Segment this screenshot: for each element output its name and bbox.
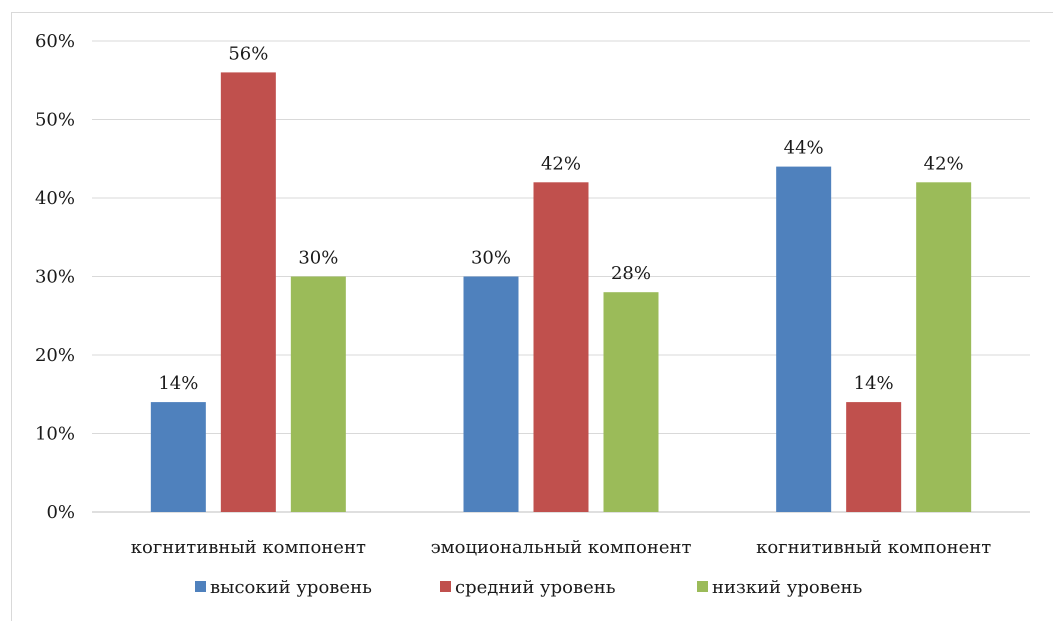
bar (220, 72, 276, 513)
bar (150, 402, 206, 512)
y-tick-label: 30% (35, 267, 75, 288)
data-label: 28% (611, 263, 651, 284)
legend: высокий уровень средний уровень низкий уро… (195, 577, 863, 598)
legend-swatch (195, 581, 206, 592)
legend-swatch (440, 581, 451, 592)
y-tick-label: 40% (35, 188, 75, 209)
data-label: 14% (158, 373, 198, 394)
legend-swatch (697, 581, 708, 592)
bar (533, 182, 589, 513)
data-label: 30% (298, 248, 338, 269)
bar (916, 182, 972, 513)
bar (463, 276, 519, 512)
legend-label: высокий уровень (210, 577, 372, 598)
y-tick-label: 20% (35, 345, 75, 366)
bar (290, 276, 346, 512)
bar (776, 166, 832, 512)
y-tick-label: 50% (35, 110, 75, 131)
y-axis-ticks: 0% 10% 20% 30% 40% 50% 60% (35, 31, 75, 523)
data-label: 14% (854, 373, 894, 394)
data-label: 44% (784, 138, 824, 159)
data-label: 42% (924, 153, 964, 174)
legend-label: средний уровень (455, 577, 616, 598)
category-label: эмоциональный компонент (431, 537, 692, 558)
y-tick-label: 0% (46, 502, 75, 523)
x-axis-categories: когнитивный компонент эмоциональный компо… (131, 537, 992, 558)
bars (150, 72, 972, 513)
chart-frame (11, 12, 1053, 621)
y-tick-label: 60% (35, 31, 75, 52)
data-label: 42% (541, 153, 581, 174)
category-label: когнитивный компонент (131, 537, 366, 558)
data-labels: 14% 56% 30% 30% 42% 28% 44% 14% 42% (158, 43, 963, 394)
bar (603, 292, 659, 512)
data-label: 30% (471, 248, 511, 269)
y-tick-label: 10% (35, 424, 75, 445)
data-label: 56% (228, 43, 268, 64)
category-label: когнитивный компонент (756, 537, 991, 558)
bar (846, 402, 902, 512)
legend-label: низкий уровень (712, 577, 863, 598)
